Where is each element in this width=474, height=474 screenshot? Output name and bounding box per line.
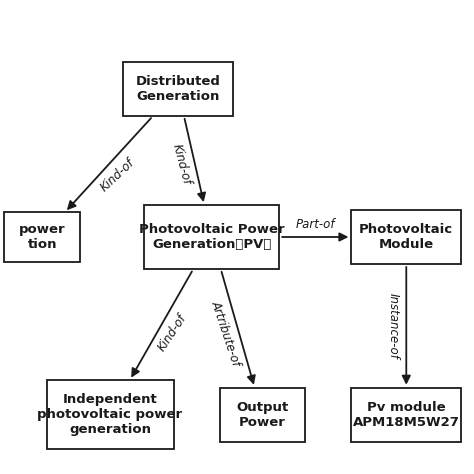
FancyBboxPatch shape — [46, 380, 173, 449]
Text: Independent
photovoltaic power
generation: Independent photovoltaic power generatio… — [37, 393, 182, 436]
Text: Kind-of: Kind-of — [170, 143, 193, 186]
Text: Kind-of: Kind-of — [98, 156, 137, 194]
FancyBboxPatch shape — [220, 388, 305, 442]
Text: power
tion: power tion — [19, 223, 65, 251]
Text: Part-of: Part-of — [296, 218, 335, 231]
FancyBboxPatch shape — [144, 205, 279, 269]
FancyBboxPatch shape — [4, 212, 81, 262]
Text: Artribute-of: Artribute-of — [209, 299, 243, 367]
FancyBboxPatch shape — [351, 388, 461, 442]
FancyBboxPatch shape — [351, 210, 461, 264]
Text: Instance-of: Instance-of — [387, 293, 400, 359]
Text: Pv module
APM18M5W27: Pv module APM18M5W27 — [353, 401, 460, 429]
Text: Kind-of: Kind-of — [155, 312, 189, 354]
Text: Output
Power: Output Power — [236, 401, 289, 429]
Text: Photovoltaic Power
Generation（PV）: Photovoltaic Power Generation（PV） — [139, 223, 284, 251]
FancyBboxPatch shape — [123, 62, 233, 116]
Text: Photovoltaic
Module: Photovoltaic Module — [359, 223, 453, 251]
Text: Distributed
Generation: Distributed Generation — [135, 75, 220, 103]
